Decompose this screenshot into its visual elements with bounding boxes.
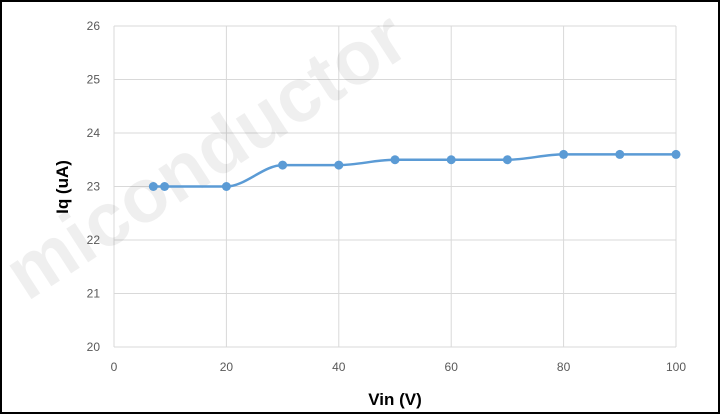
data-series bbox=[148, 149, 681, 191]
x-axis-title: Vin (V) bbox=[368, 390, 422, 409]
axis-titles: Vin (V) Iq (uA) bbox=[53, 160, 422, 409]
watermark: miconductor bbox=[2, 2, 422, 316]
data-point-marker bbox=[502, 155, 512, 165]
x-tick-label: 20 bbox=[220, 360, 234, 374]
y-tick-label: 21 bbox=[87, 287, 101, 301]
data-point-marker bbox=[148, 182, 158, 191]
y-tick-label: 25 bbox=[87, 73, 101, 87]
data-point-marker bbox=[221, 182, 231, 191]
data-point-marker bbox=[671, 149, 681, 159]
y-tick-label: 22 bbox=[87, 233, 101, 247]
y-axis-title: Iq (uA) bbox=[53, 160, 72, 214]
data-point-marker bbox=[160, 182, 170, 191]
data-point-marker bbox=[390, 155, 400, 165]
y-tick-label: 24 bbox=[87, 126, 101, 140]
data-point-marker bbox=[615, 149, 625, 159]
tick-labels: 20 21 22 23 24 25 26 0 20 40 60 80 100 bbox=[87, 19, 687, 374]
x-tick-label: 0 bbox=[111, 360, 118, 374]
data-point-marker bbox=[278, 160, 288, 170]
grid-lines bbox=[113, 25, 677, 348]
x-tick-label: 100 bbox=[666, 360, 686, 374]
data-point-marker bbox=[334, 160, 344, 170]
x-tick-label: 40 bbox=[332, 360, 346, 374]
data-point-marker bbox=[446, 155, 456, 165]
data-point-marker bbox=[559, 149, 569, 159]
y-tick-label: 20 bbox=[87, 340, 101, 354]
y-tick-label: 23 bbox=[87, 180, 101, 194]
x-tick-label: 60 bbox=[445, 360, 459, 374]
y-tick-label: 26 bbox=[87, 19, 101, 33]
x-tick-label: 80 bbox=[557, 360, 571, 374]
